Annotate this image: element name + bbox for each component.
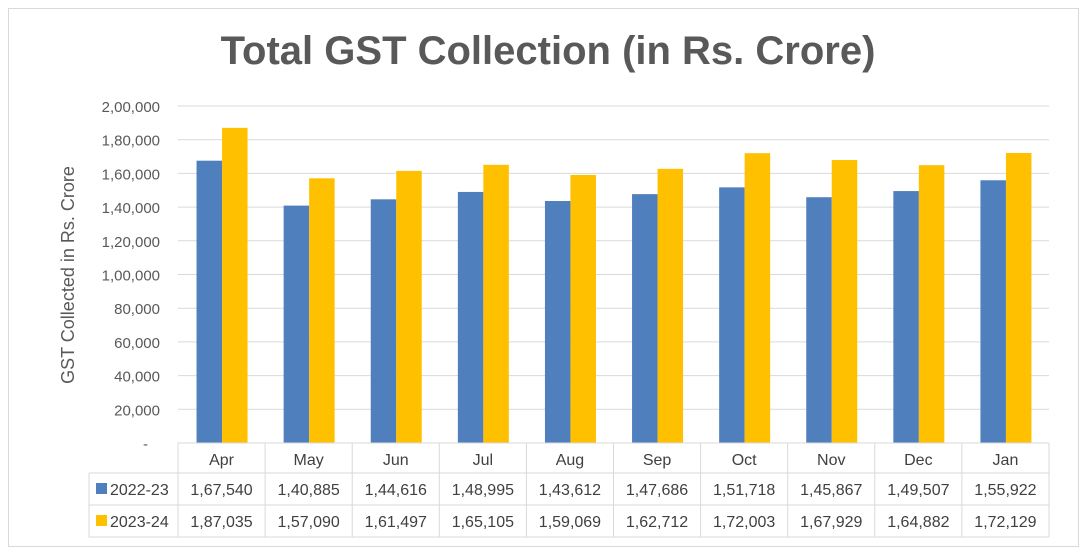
legend-label: 2023-24 [110, 514, 169, 531]
data-label: 1,47,686 [626, 482, 688, 499]
data-label: 1,45,867 [800, 482, 862, 499]
y-tick-label: 1,40,000 [102, 200, 160, 217]
y-tick-label: - [143, 436, 148, 453]
data-label: 1,72,003 [713, 514, 775, 531]
bar-2023-24-Jan [1005, 152, 1032, 443]
y-tick-label: 2,00,000 [102, 99, 160, 116]
data-label: 1,40,885 [278, 482, 340, 499]
x-tick-label: Sep [643, 452, 672, 469]
y-axis-label: GST Collected in Rs. Crore [58, 166, 78, 384]
x-tick-label: Jun [383, 452, 409, 469]
bar-2022-23-Dec [893, 191, 919, 443]
data-label: 1,48,995 [452, 482, 514, 499]
y-tick-label: 20,000 [114, 402, 160, 419]
y-tick-label: 1,60,000 [102, 166, 160, 183]
legend-key-2022-23 [96, 483, 107, 494]
bar-2023-24-Nov [831, 160, 858, 443]
y-tick-label: 40,000 [114, 369, 160, 386]
data-label: 1,57,090 [278, 514, 340, 531]
chart-title: Total GST Collection (in Rs. Crore) [221, 29, 876, 73]
legend-label: 2022-23 [110, 482, 169, 499]
data-label: 1,87,035 [190, 514, 252, 531]
data-label: 1,67,929 [800, 514, 862, 531]
bar-2023-24-Jul [483, 164, 509, 443]
y-tick-label: 1,20,000 [102, 234, 160, 251]
bar-2022-23-Sep [632, 194, 658, 443]
y-tick-label: 1,00,000 [102, 268, 160, 285]
x-tick-label: Nov [817, 452, 845, 469]
data-label: 1,44,616 [365, 482, 427, 499]
bar-2022-23-Jan [980, 180, 1006, 443]
data-label: 1,64,882 [887, 514, 949, 531]
bar-2022-23-Jun [370, 199, 397, 443]
bar-2023-24-Oct [744, 153, 771, 444]
bar-2023-24-Aug [570, 174, 596, 443]
x-tick-label: May [294, 452, 324, 469]
data-label: 1,51,718 [713, 482, 775, 499]
bar-2023-24-Jun [396, 170, 422, 443]
bar-2022-23-Oct [719, 187, 745, 443]
data-label: 1,61,497 [365, 514, 427, 531]
data-label: 1,67,540 [190, 482, 252, 499]
bar-2023-24-May [309, 178, 335, 443]
bar-2022-23-May [283, 205, 310, 443]
y-tick-label: 60,000 [114, 335, 160, 352]
data-label: 1,43,612 [539, 482, 601, 499]
bar-2022-23-Aug [544, 201, 571, 443]
data-label: 1,65,105 [452, 514, 514, 531]
y-tick-label: 80,000 [114, 301, 160, 318]
data-label: 1,59,069 [539, 514, 601, 531]
x-tick-label: Oct [732, 452, 757, 469]
chart-frame [8, 8, 1079, 547]
data-label: 1,49,507 [887, 482, 949, 499]
x-tick-label: Jan [993, 452, 1019, 469]
bar-2023-24-Apr [222, 127, 248, 444]
x-tick-label: Apr [209, 452, 235, 469]
y-tick-label: 1,80,000 [102, 133, 160, 150]
x-tick-label: Jul [473, 452, 493, 469]
data-label: 1,62,712 [626, 514, 688, 531]
data-label: 1,72,129 [974, 514, 1036, 531]
bar-2022-23-Jul [457, 191, 484, 443]
data-label: 1,55,922 [974, 482, 1036, 499]
bar-2022-23-Apr [196, 160, 223, 443]
x-tick-label: Dec [904, 452, 932, 469]
x-tick-label: Aug [556, 452, 584, 469]
legend-key-2023-24 [96, 515, 107, 526]
bar-2023-24-Dec [918, 165, 945, 443]
bar-2022-23-Nov [806, 197, 832, 443]
bar-2023-24-Sep [657, 168, 684, 444]
